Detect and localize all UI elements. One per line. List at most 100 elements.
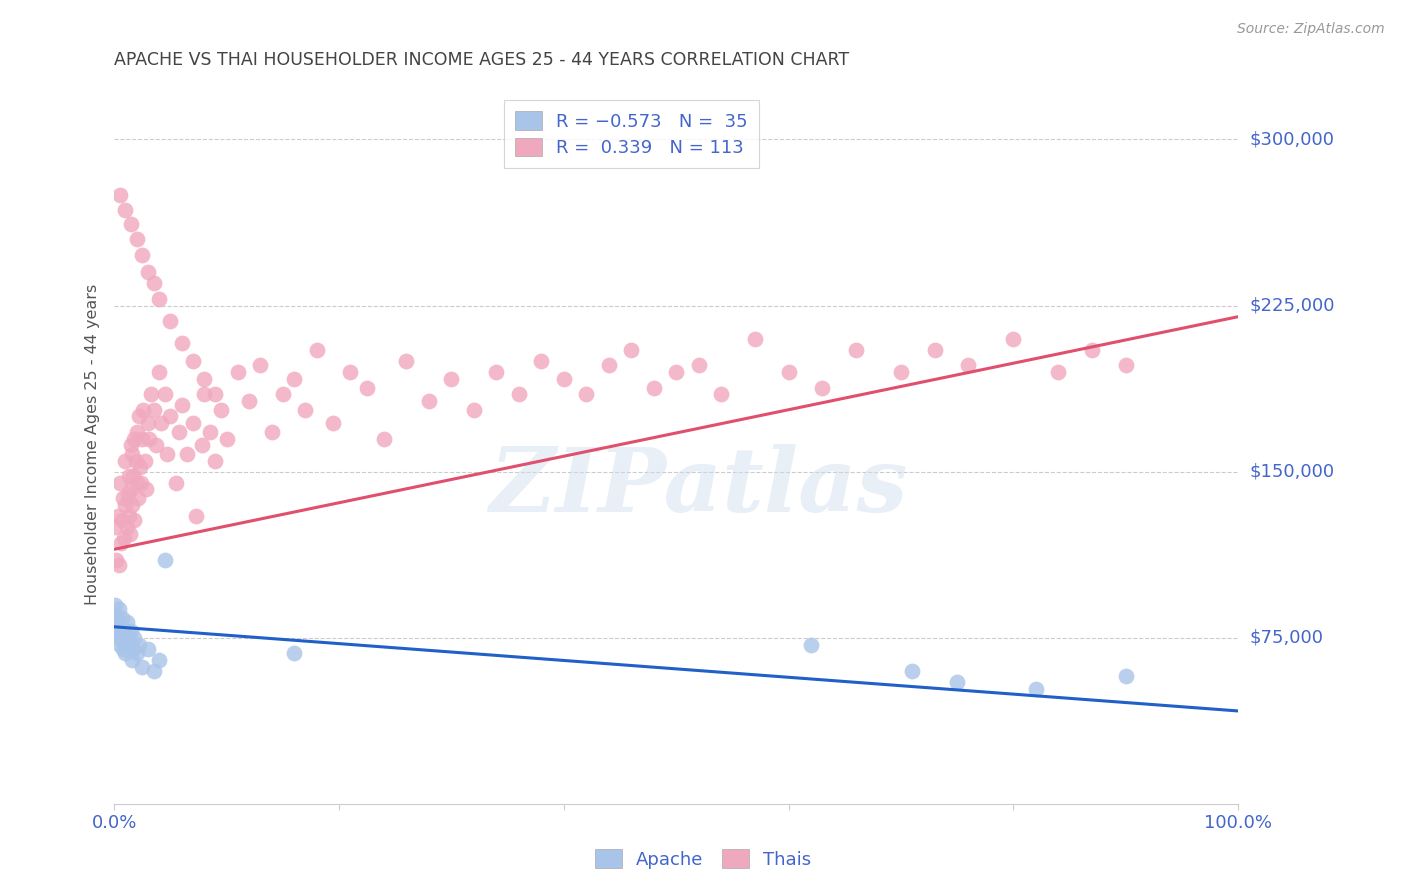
Point bbox=[141, 387, 163, 401]
Point bbox=[112, 635, 135, 649]
Point bbox=[845, 343, 868, 357]
Point bbox=[191, 438, 214, 452]
Point bbox=[744, 332, 766, 346]
Point bbox=[553, 372, 575, 386]
Point bbox=[135, 483, 157, 497]
Point bbox=[204, 453, 226, 467]
Point bbox=[107, 558, 129, 572]
Text: $75,000: $75,000 bbox=[1250, 629, 1323, 647]
Point bbox=[249, 359, 271, 373]
Point bbox=[117, 640, 139, 654]
Point bbox=[107, 509, 129, 524]
Point bbox=[107, 602, 129, 616]
Point bbox=[108, 620, 131, 634]
Point bbox=[688, 359, 710, 373]
Point bbox=[271, 387, 294, 401]
Point bbox=[142, 277, 165, 291]
Text: $150,000: $150,000 bbox=[1250, 463, 1334, 481]
Point bbox=[901, 664, 924, 678]
Point bbox=[198, 425, 221, 439]
Y-axis label: Householder Income Ages 25 - 44 years: Householder Income Ages 25 - 44 years bbox=[86, 284, 100, 605]
Point bbox=[283, 646, 305, 660]
Point bbox=[125, 425, 148, 439]
Text: APACHE VS THAI HOUSEHOLDER INCOME AGES 25 - 44 YEARS CORRELATION CHART: APACHE VS THAI HOUSEHOLDER INCOME AGES 2… bbox=[114, 51, 849, 69]
Point bbox=[1047, 365, 1070, 379]
Point bbox=[193, 387, 215, 401]
Point bbox=[118, 633, 141, 648]
Point bbox=[170, 336, 193, 351]
Point bbox=[114, 646, 136, 660]
Point bbox=[104, 598, 127, 612]
Point bbox=[121, 653, 143, 667]
Point bbox=[226, 365, 249, 379]
Point bbox=[120, 438, 142, 452]
Point bbox=[131, 432, 153, 446]
Point bbox=[111, 513, 134, 527]
Point bbox=[530, 354, 553, 368]
Point bbox=[159, 409, 181, 424]
Point bbox=[142, 664, 165, 678]
Point bbox=[598, 359, 620, 373]
Point bbox=[108, 475, 131, 490]
Point bbox=[110, 535, 132, 549]
Point bbox=[124, 432, 146, 446]
Point bbox=[105, 608, 128, 623]
Point bbox=[120, 624, 142, 639]
Point bbox=[148, 292, 170, 306]
Point bbox=[107, 615, 129, 630]
Point bbox=[108, 187, 131, 202]
Point bbox=[1081, 343, 1104, 357]
Point bbox=[1115, 359, 1137, 373]
Point bbox=[136, 642, 159, 657]
Point bbox=[112, 491, 135, 506]
Point bbox=[122, 642, 145, 657]
Point bbox=[122, 469, 145, 483]
Point bbox=[131, 248, 153, 262]
Point bbox=[620, 343, 643, 357]
Point bbox=[134, 453, 156, 467]
Point bbox=[946, 675, 969, 690]
Point bbox=[142, 402, 165, 417]
Point bbox=[186, 509, 208, 524]
Point bbox=[665, 365, 688, 379]
Text: Source: ZipAtlas.com: Source: ZipAtlas.com bbox=[1237, 22, 1385, 37]
Point bbox=[129, 460, 152, 475]
Point bbox=[127, 491, 149, 506]
Point bbox=[153, 553, 176, 567]
Point bbox=[112, 642, 135, 657]
Point bbox=[121, 498, 143, 512]
Point bbox=[107, 631, 129, 645]
Point bbox=[1025, 681, 1047, 696]
Point bbox=[575, 387, 598, 401]
Point bbox=[294, 402, 316, 417]
Point bbox=[108, 638, 131, 652]
Point bbox=[283, 372, 305, 386]
Point bbox=[356, 380, 378, 394]
Point bbox=[322, 416, 344, 430]
Point bbox=[800, 638, 823, 652]
Text: ZIPatlas: ZIPatlas bbox=[489, 444, 907, 531]
Legend: Apache, Thais: Apache, Thais bbox=[588, 842, 818, 876]
Point bbox=[209, 402, 232, 417]
Point bbox=[124, 453, 146, 467]
Point bbox=[118, 469, 141, 483]
Point bbox=[169, 425, 191, 439]
Point bbox=[125, 232, 148, 246]
Point bbox=[105, 553, 128, 567]
Point bbox=[305, 343, 328, 357]
Point bbox=[238, 393, 260, 408]
Point bbox=[440, 372, 463, 386]
Point bbox=[115, 520, 138, 534]
Point bbox=[129, 475, 152, 490]
Point bbox=[156, 447, 179, 461]
Text: $225,000: $225,000 bbox=[1250, 297, 1334, 315]
Point bbox=[957, 359, 980, 373]
Point bbox=[124, 513, 146, 527]
Point bbox=[117, 487, 139, 501]
Point bbox=[463, 402, 485, 417]
Point bbox=[165, 475, 187, 490]
Point bbox=[924, 343, 946, 357]
Point bbox=[120, 217, 142, 231]
Point bbox=[145, 438, 167, 452]
Point bbox=[112, 622, 135, 636]
